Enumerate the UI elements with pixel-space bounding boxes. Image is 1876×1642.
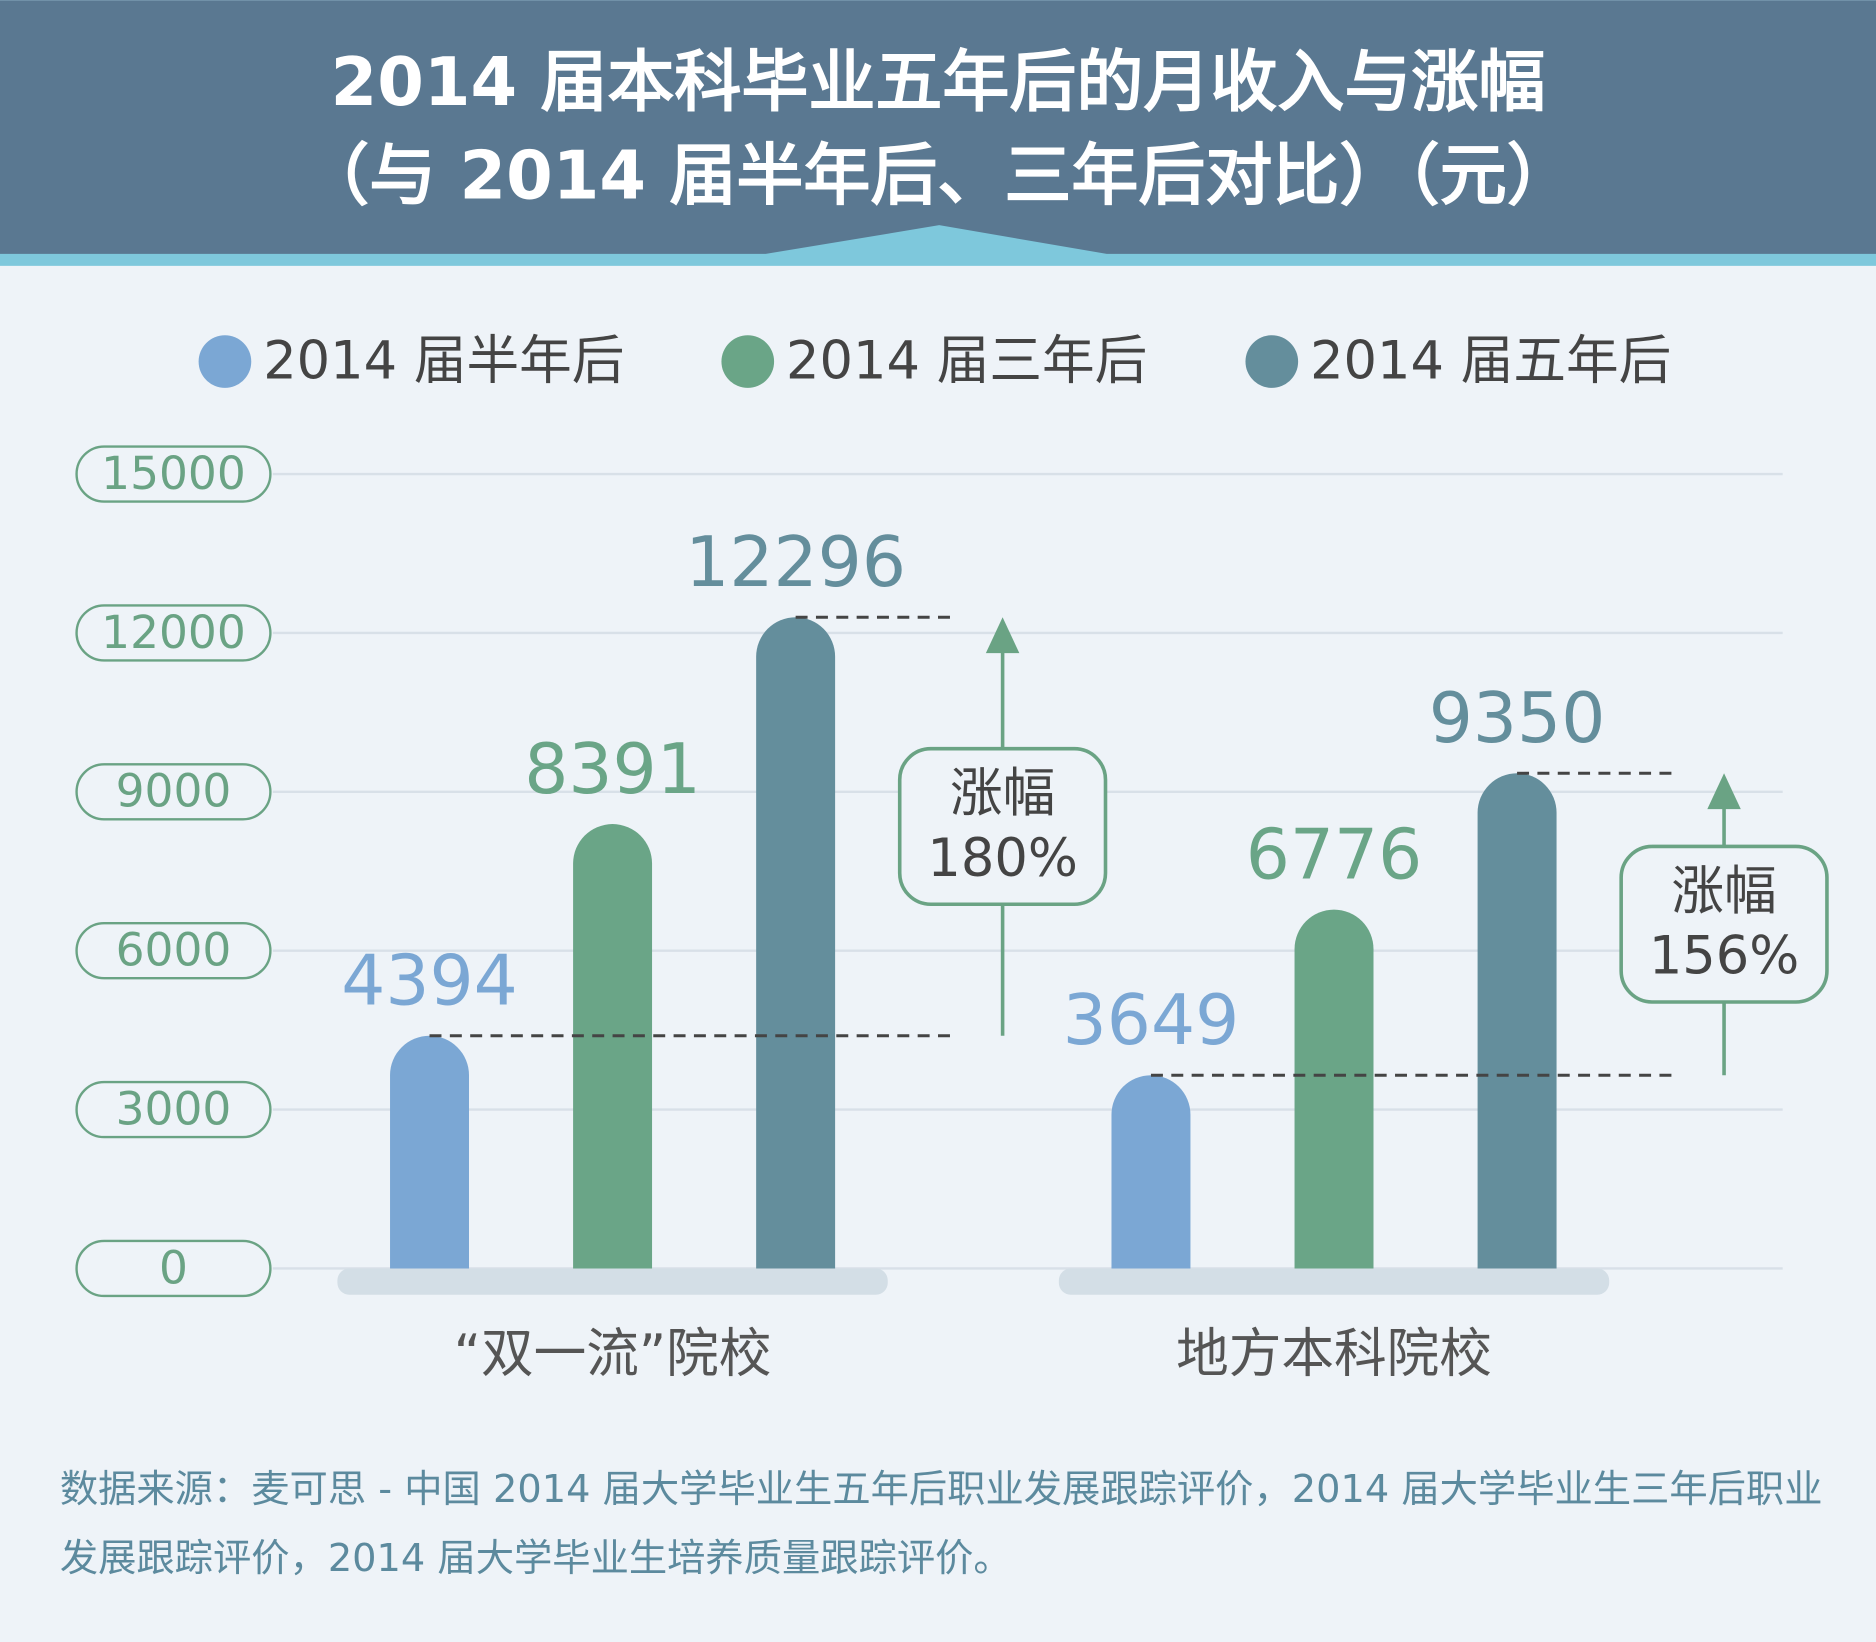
category-base — [1058, 1268, 1610, 1295]
value-label: 4394 — [341, 942, 518, 1022]
bar — [1477, 773, 1557, 1269]
growth-arrowhead — [985, 617, 1020, 654]
y-tick-label: 12000 — [101, 606, 246, 659]
y-tick-pill — [75, 1080, 272, 1139]
y-tick-pill — [75, 763, 272, 821]
legend-label: 2014 届半年后 — [263, 331, 624, 392]
legend-swatch — [721, 335, 775, 388]
y-tick-pill — [75, 1239, 272, 1298]
bar — [573, 824, 653, 1269]
source: 数据来源：麦可思 - 中国 2014 届大学毕业生五年后职业发展跟踪评价，201… — [59, 1465, 1823, 1581]
growth-label: 180% — [927, 828, 1077, 889]
x-tick-label: “双一流”院校 — [454, 1324, 772, 1385]
header — [0, 0, 1876, 254]
value-label: 12296 — [685, 523, 906, 603]
y-tick-pill — [75, 445, 272, 503]
source-box: 数据来源：麦可思 - 中国 2014 届大学毕业生五年后职业发展跟踪评价，201… — [59, 1465, 1823, 1581]
growth-box — [1619, 844, 1829, 1004]
value-label: 8391 — [524, 730, 701, 810]
growth-label: 156% — [1649, 926, 1799, 987]
value-label: 6776 — [1246, 815, 1423, 895]
growth-title: 涨幅 — [1671, 861, 1776, 922]
chart-title: 2014 届本科毕业五年后的月收入与涨幅 — [331, 43, 1546, 121]
y-tick-pill — [75, 921, 272, 980]
y-tick-label: 0 — [159, 1241, 188, 1294]
y-tick-label: 9000 — [116, 765, 232, 818]
chart-subtitle: （与 2014 届半年后、三年后对比）（元） — [302, 136, 1574, 214]
growth-title: 涨幅 — [950, 763, 1055, 824]
legend-label: 2014 届三年后 — [786, 331, 1147, 392]
y-tick-pill — [75, 604, 272, 662]
bar — [390, 1035, 469, 1269]
value-label: 3649 — [1063, 981, 1240, 1061]
growth-box — [897, 746, 1108, 907]
bar — [756, 617, 836, 1269]
y-tick-label: 15000 — [101, 447, 246, 500]
y-tick-label: 3000 — [116, 1082, 232, 1135]
legend-swatch — [198, 335, 252, 388]
category-base — [337, 1268, 888, 1295]
bar — [1294, 909, 1374, 1269]
bar — [1111, 1075, 1191, 1269]
legend-swatch — [1245, 335, 1299, 388]
value-label: 9350 — [1429, 679, 1606, 759]
legend-label: 2014 届五年后 — [1310, 331, 1671, 392]
x-tick-label: 地方本科院校 — [1176, 1324, 1492, 1385]
y-tick-label: 6000 — [116, 924, 232, 977]
growth-arrowhead — [1707, 773, 1741, 810]
